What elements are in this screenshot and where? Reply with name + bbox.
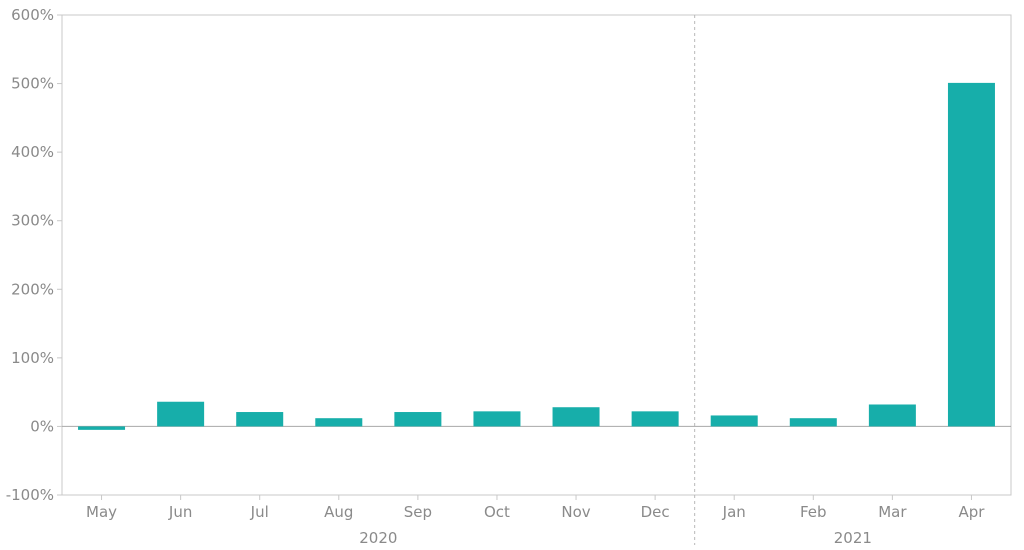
- x-tick-label: Jul: [250, 503, 269, 521]
- x-tick-label: Jan: [722, 503, 746, 521]
- year-groups: 2020 2021: [359, 15, 872, 547]
- y-tick-label: 500%: [11, 75, 54, 93]
- y-tick-label: 100%: [11, 349, 54, 367]
- y-tick-label: 600%: [11, 6, 54, 24]
- x-tick-label: Mar: [878, 503, 907, 521]
- x-tick-label: Feb: [800, 503, 827, 521]
- bars-group: [78, 82, 995, 430]
- bar-mar: [868, 404, 916, 427]
- y-tick-label: 200%: [11, 280, 54, 298]
- y-tick-label: 300%: [11, 212, 54, 230]
- x-tick-label: Apr: [958, 503, 985, 521]
- bar-sep: [394, 412, 442, 427]
- plot-border: [61, 14, 1012, 496]
- bar-feb: [789, 418, 837, 427]
- plot-area: [61, 14, 1012, 496]
- y-tick-label: 0%: [30, 417, 54, 435]
- bar-nov: [552, 407, 600, 427]
- y-tick-label: -100%: [6, 486, 54, 504]
- bar-may: [78, 426, 126, 430]
- y-tick-label: 400%: [11, 143, 54, 161]
- x-tick-label: Jun: [168, 503, 192, 521]
- x-axis: May Jun Jul Aug Sep Oct Nov Dec Jan Feb Mar Apr: [86, 495, 985, 521]
- x-tick-label: Sep: [404, 503, 432, 521]
- bar-oct: [473, 411, 521, 427]
- bar-jul: [236, 412, 284, 427]
- bar-apr: [947, 82, 995, 427]
- bar-jan: [710, 415, 758, 427]
- bar-dec: [631, 411, 679, 427]
- year-label-2021: 2021: [834, 529, 872, 547]
- x-tick-label: Nov: [561, 503, 590, 521]
- y-axis: -100% 0% 100% 200% 300% 400% 500% 600%: [6, 6, 62, 504]
- bar-aug: [315, 418, 363, 427]
- year-label-2020: 2020: [359, 529, 397, 547]
- x-tick-label: May: [86, 503, 117, 521]
- x-tick-label: Oct: [484, 503, 510, 521]
- x-tick-label: Dec: [641, 503, 670, 521]
- x-tick-label: Aug: [324, 503, 353, 521]
- bar-jun: [157, 401, 205, 427]
